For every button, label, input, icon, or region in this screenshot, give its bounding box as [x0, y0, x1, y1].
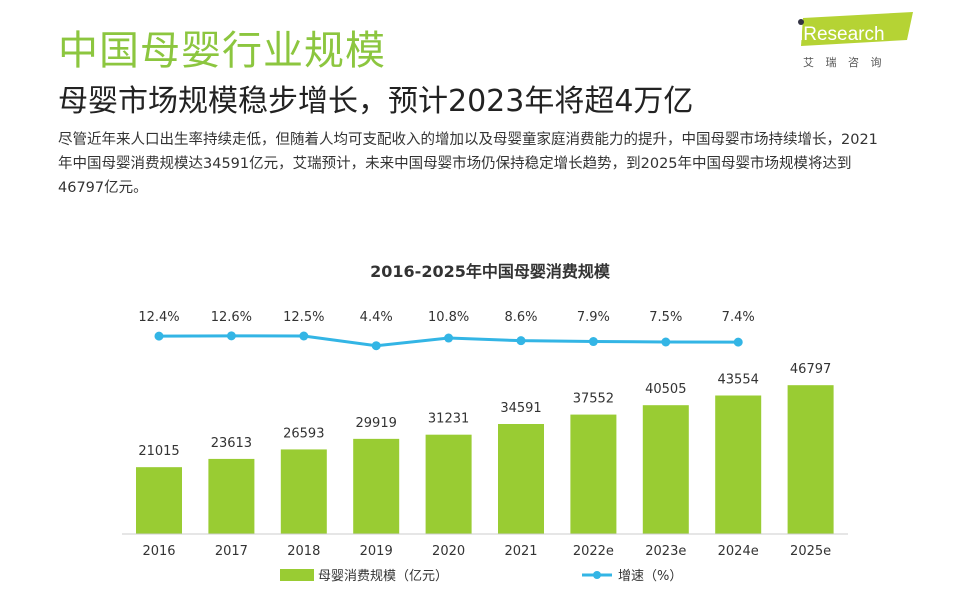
bar [425, 434, 472, 534]
bar [280, 449, 327, 534]
growth-point [226, 331, 236, 341]
x-tick-label: 2022e [573, 544, 614, 559]
x-tick-label: 2021 [504, 544, 537, 559]
iresearch-logo: iResearch 艾 瑞 咨 询 [798, 12, 913, 69]
growth-point [154, 331, 164, 341]
bar [208, 458, 255, 534]
growth-point [371, 341, 381, 351]
bar-value-label: 46797 [790, 362, 831, 377]
bar [642, 405, 689, 534]
legend-line-marker [593, 571, 601, 579]
x-tick-label: 2024e [718, 544, 759, 559]
page-subtitle: 母婴市场规模稳步增长，预计2023年将超4万亿 [58, 84, 694, 119]
x-tick-label: 2018 [287, 544, 320, 559]
x-tick-label: 2025e [790, 544, 831, 559]
bar-value-label: 23613 [211, 436, 252, 451]
growth-label: 8.6% [504, 310, 537, 325]
x-tick-label: 2019 [360, 544, 393, 559]
growth-label: 7.9% [577, 310, 610, 325]
x-tick-label: 2023e [645, 544, 686, 559]
bar-value-label: 29919 [356, 416, 397, 431]
growth-point [299, 331, 309, 341]
x-tick-label: 2020 [432, 544, 465, 559]
svg-text:iResearch: iResearch [799, 24, 885, 45]
growth-point [733, 337, 743, 347]
bar-value-label: 31231 [428, 412, 469, 427]
bar-value-label: 40505 [645, 382, 686, 397]
bar [787, 385, 834, 534]
x-tick-label: 2017 [215, 544, 248, 559]
growth-point [516, 336, 526, 346]
bar-value-label: 34591 [500, 401, 541, 416]
growth-point [661, 337, 671, 347]
growth-label: 7.5% [649, 310, 682, 325]
bar-value-label: 26593 [283, 426, 324, 441]
chart-title: 2016-2025年中国母婴消费规模 [370, 262, 611, 281]
bar-value-label: 37552 [573, 392, 614, 407]
x-tick-label: 2016 [142, 544, 175, 559]
bar-value-label: 21015 [138, 444, 179, 459]
description-paragraph: 尽管近年来人口出生率持续走低，但随着人均可支配收入的增加以及母婴童家庭消费能力的… [58, 132, 878, 196]
bar [136, 467, 182, 534]
legend-bar-swatch [280, 569, 314, 581]
bar [353, 438, 400, 534]
growth-label: 4.4% [360, 310, 393, 325]
growth-label: 10.8% [428, 310, 469, 325]
bar [570, 414, 617, 534]
legend-bar-label: 母婴消费规模（亿元） [318, 569, 448, 584]
bar-value-label: 43554 [718, 372, 759, 387]
growth-label: 12.5% [283, 310, 324, 325]
bar [715, 395, 762, 534]
growth-label: 7.4% [722, 310, 755, 325]
legend-line-label: 增速（%） [618, 569, 682, 584]
growth-label: 12.6% [211, 310, 252, 325]
growth-point [588, 337, 598, 347]
growth-label: 12.4% [138, 310, 179, 325]
bar [498, 424, 544, 534]
svg-text:艾 瑞 咨 询: 艾 瑞 咨 询 [803, 55, 886, 69]
growth-point [444, 333, 454, 343]
page-title: 中国母婴行业规模 [58, 28, 386, 74]
